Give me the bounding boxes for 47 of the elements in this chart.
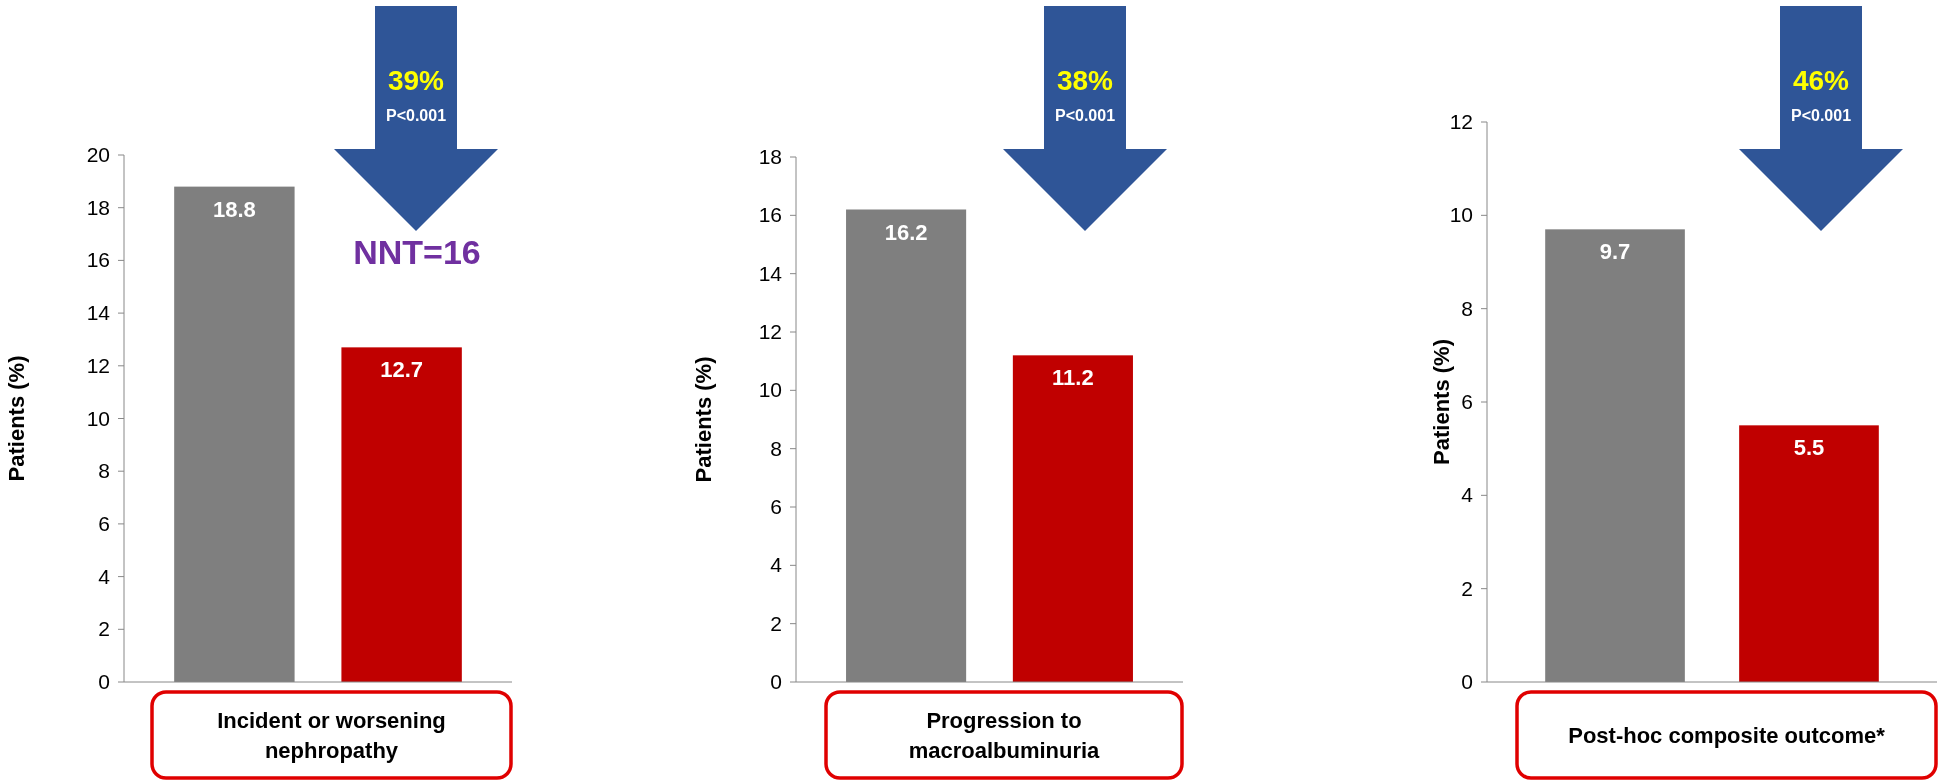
y-tick-label: 0	[770, 670, 782, 693]
y-tick-label: 4	[770, 553, 783, 577]
y-tick-label: 12	[1449, 110, 1473, 133]
data-label: 16.2	[884, 219, 928, 245]
text: 38%	[1056, 65, 1114, 96]
y-tick-label: 10	[86, 406, 110, 430]
text: P<0.001	[1054, 107, 1116, 124]
x-axis-title: Progression to macroalbuminuria	[908, 708, 1101, 763]
data-label: 5.5	[1793, 435, 1825, 461]
y-tick-label: 10	[1449, 203, 1473, 227]
y-tick-label: 0	[1461, 670, 1473, 693]
y-tick-label: 6	[98, 511, 110, 535]
y-tick-label: 12	[86, 353, 110, 377]
y-axis-title: Patients (%)	[4, 355, 29, 482]
y-tick-label: 6	[1461, 390, 1473, 413]
y-axis-title: Patients (%)	[691, 356, 716, 483]
y-tick-label: 4	[1461, 483, 1474, 507]
y-tick-label: 2	[770, 611, 782, 635]
y-tick-label: 14	[86, 301, 111, 325]
x-axis-title: Post-hoc composite outcome*	[1568, 723, 1886, 748]
y-tick-label: 2	[98, 617, 110, 641]
y-tick-label: 6	[770, 495, 782, 518]
y-tick-label: 4	[98, 564, 111, 588]
y-axis-title: Patients (%)	[1429, 339, 1454, 465]
y-tick-label: 10	[758, 378, 782, 402]
annotation: P<0.001	[1790, 107, 1852, 124]
annotation: NNT=16	[353, 233, 481, 271]
y-tick-label: 16	[86, 248, 110, 272]
y-tick-label: 16	[758, 203, 782, 227]
text: P<0.001	[385, 107, 447, 124]
y-tick-label: 0	[98, 670, 110, 693]
y-tick-label: 18	[86, 195, 110, 219]
x-axis-title: Incident or worsening nephropathy	[217, 708, 446, 763]
data-label: 11.2	[1052, 365, 1094, 391]
text: 46%	[1792, 65, 1850, 96]
data-label: 18.8	[212, 196, 256, 222]
y-tick-label: 2	[1461, 576, 1473, 600]
text: 39%	[387, 65, 445, 96]
y-tick-label: 8	[770, 436, 782, 460]
data-label: 12.7	[380, 357, 424, 383]
y-tick-label: 12	[758, 320, 782, 343]
y-tick-label: 8	[1461, 296, 1473, 320]
y-tick-label: 14	[758, 261, 783, 285]
y-tick-label: 8	[98, 459, 110, 483]
y-tick-label: 18	[758, 145, 782, 168]
data-label: 9.7	[1599, 239, 1631, 265]
y-tick-label: 20	[86, 143, 110, 166]
